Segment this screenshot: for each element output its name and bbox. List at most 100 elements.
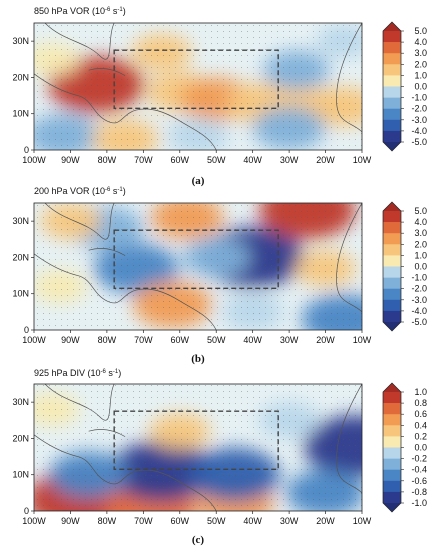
y-tick-label: 0	[24, 145, 29, 155]
colorbar: 5.04.03.02.01.0 0.0-1.0-2.0-3.0-4.0-5.0	[382, 201, 427, 332]
y-tick-label: 30N	[12, 216, 29, 226]
stipple-overlay	[34, 384, 362, 511]
colorbar-tick-label: -0.4	[411, 465, 427, 475]
region-box	[113, 49, 279, 109]
colorbar-tick-label: -0.8	[411, 487, 427, 497]
colorbar-cap-top	[383, 22, 401, 31]
colorbar-tick-label: -4.0	[411, 306, 427, 316]
colorbar-segment	[383, 299, 401, 312]
plot-frame	[33, 22, 363, 151]
panel-a-label: (a)	[192, 175, 205, 187]
coastline	[34, 253, 217, 330]
colorbar-segment	[383, 392, 401, 404]
x-tick-label: 70W	[134, 335, 153, 345]
colorbar-tick-label: -5.0	[411, 317, 427, 327]
colorbar-segment	[383, 469, 401, 482]
x-tick-label: 80W	[98, 516, 117, 526]
x-tick-label: 40W	[243, 516, 262, 526]
x-tick-label: 90W	[61, 335, 80, 345]
colorbar-segment	[383, 31, 401, 43]
colorbar-tick-label: 0.0	[414, 443, 427, 453]
colorbar-tick-label: 0.0	[414, 262, 427, 272]
y-tick-label: 20N	[12, 433, 29, 443]
y-tick-label: 10N	[12, 289, 29, 299]
region-box	[113, 229, 279, 289]
y-tick-label: 30N	[12, 36, 29, 46]
x-tick-label: 90W	[61, 155, 80, 165]
x-tick-label: 100W	[22, 335, 46, 345]
colorbar-tick-label: 1.0	[414, 250, 427, 260]
colorbar-segment	[383, 75, 401, 87]
colorbar-tick-label: 0.2	[414, 431, 427, 441]
panel-c: 925 hPa DIV (10-6 s-1) (c) 100W 90W 80W 70W…	[12, 368, 427, 546]
panel-b-title: 200 hPa VOR (10-6 s-1)	[34, 186, 126, 196]
colorbar-cap-top	[383, 202, 401, 211]
x-tick-label: 40W	[243, 335, 262, 345]
colorbar-segment	[383, 266, 401, 278]
x-tick-label: 90W	[61, 516, 80, 526]
x-tick-label: 70W	[134, 155, 153, 165]
colorbar-tick-label: 4.0	[414, 37, 427, 47]
stipple-overlay	[34, 203, 362, 330]
colorbar-segment	[383, 436, 401, 448]
colorbar-segment	[383, 447, 401, 459]
colorbar-tick-label: 3.0	[414, 228, 427, 238]
colorbar-tick-label: 5.0	[414, 26, 427, 36]
colorbar-tick-label: -2.0	[411, 104, 427, 114]
colorbar-tick-label: 2.0	[414, 59, 427, 69]
colorbar-tick-label: -1.0	[411, 93, 427, 103]
coastline-north	[44, 384, 115, 421]
coastline-cuba	[88, 429, 126, 437]
colorbar-cap-top	[383, 383, 401, 392]
x-tick-label: 60W	[171, 335, 190, 345]
colorbar-tick-label: -4.0	[411, 126, 427, 136]
x-tick-label: 50W	[207, 516, 226, 526]
colorbar-segment	[383, 97, 401, 109]
coastline-africa	[336, 384, 362, 494]
panel-a: 850 hPa VOR (10-6 s-1) (a) 100W 90W 80W 70W…	[12, 6, 427, 187]
panel-c-label: (c)	[192, 534, 205, 546]
x-tick-label: 10W	[353, 335, 372, 345]
stipple-overlay	[34, 23, 362, 150]
colorbar-segment	[383, 288, 401, 301]
colorbar-tick-label: -1.0	[411, 498, 427, 508]
panel-a-title: 850 hPa VOR (10-6 s-1)	[34, 6, 126, 16]
x-tick-label: 20W	[316, 335, 335, 345]
coastline-africa	[336, 203, 362, 313]
coastline-africa	[336, 23, 362, 133]
y-tick-label: 20N	[12, 252, 29, 262]
x-tick-label: 80W	[98, 335, 117, 345]
field	[34, 203, 362, 330]
colorbar-cap-bottom	[383, 142, 401, 151]
colorbar-segment	[383, 53, 401, 65]
colorbar-segment	[383, 108, 401, 121]
colorbar-tick-label: 0.8	[414, 398, 427, 408]
y-tick-label: 0	[24, 506, 29, 516]
colorbar-tick-label: -3.0	[411, 295, 427, 305]
colorbar-tick-label: -0.6	[411, 476, 427, 486]
x-tick-label: 50W	[207, 155, 226, 165]
colorbar-tick-label: -2.0	[411, 284, 427, 294]
colorbar-segment	[383, 255, 401, 267]
region-box	[113, 410, 279, 470]
colorbar-segment	[383, 42, 401, 54]
coastline-north	[44, 203, 115, 240]
colorbar-segment	[383, 119, 401, 132]
colorbar-cap-bottom	[383, 322, 401, 331]
x-tick-label: 100W	[22, 155, 46, 165]
coastline-north	[44, 23, 115, 60]
colorbar-segment	[383, 403, 401, 415]
colorbar-tick-label: 0.0	[414, 82, 427, 92]
colorbar-tick-label: 2.0	[414, 239, 427, 249]
panel-b-label: (b)	[191, 353, 205, 365]
plot-frame	[33, 202, 363, 331]
y-tick-label: 0	[24, 325, 29, 335]
colorbar: 1.00.80.60.40.2 0.0-0.2-0.4-0.6-0.8-1.0	[382, 382, 427, 513]
x-tick-label: 10W	[353, 155, 372, 165]
colorbar-tick-label: 5.0	[414, 206, 427, 216]
colorbar-segment	[383, 244, 401, 256]
colorbar-segment	[383, 414, 401, 426]
coastline-cuba	[88, 68, 126, 76]
y-tick-label: 20N	[12, 72, 29, 82]
